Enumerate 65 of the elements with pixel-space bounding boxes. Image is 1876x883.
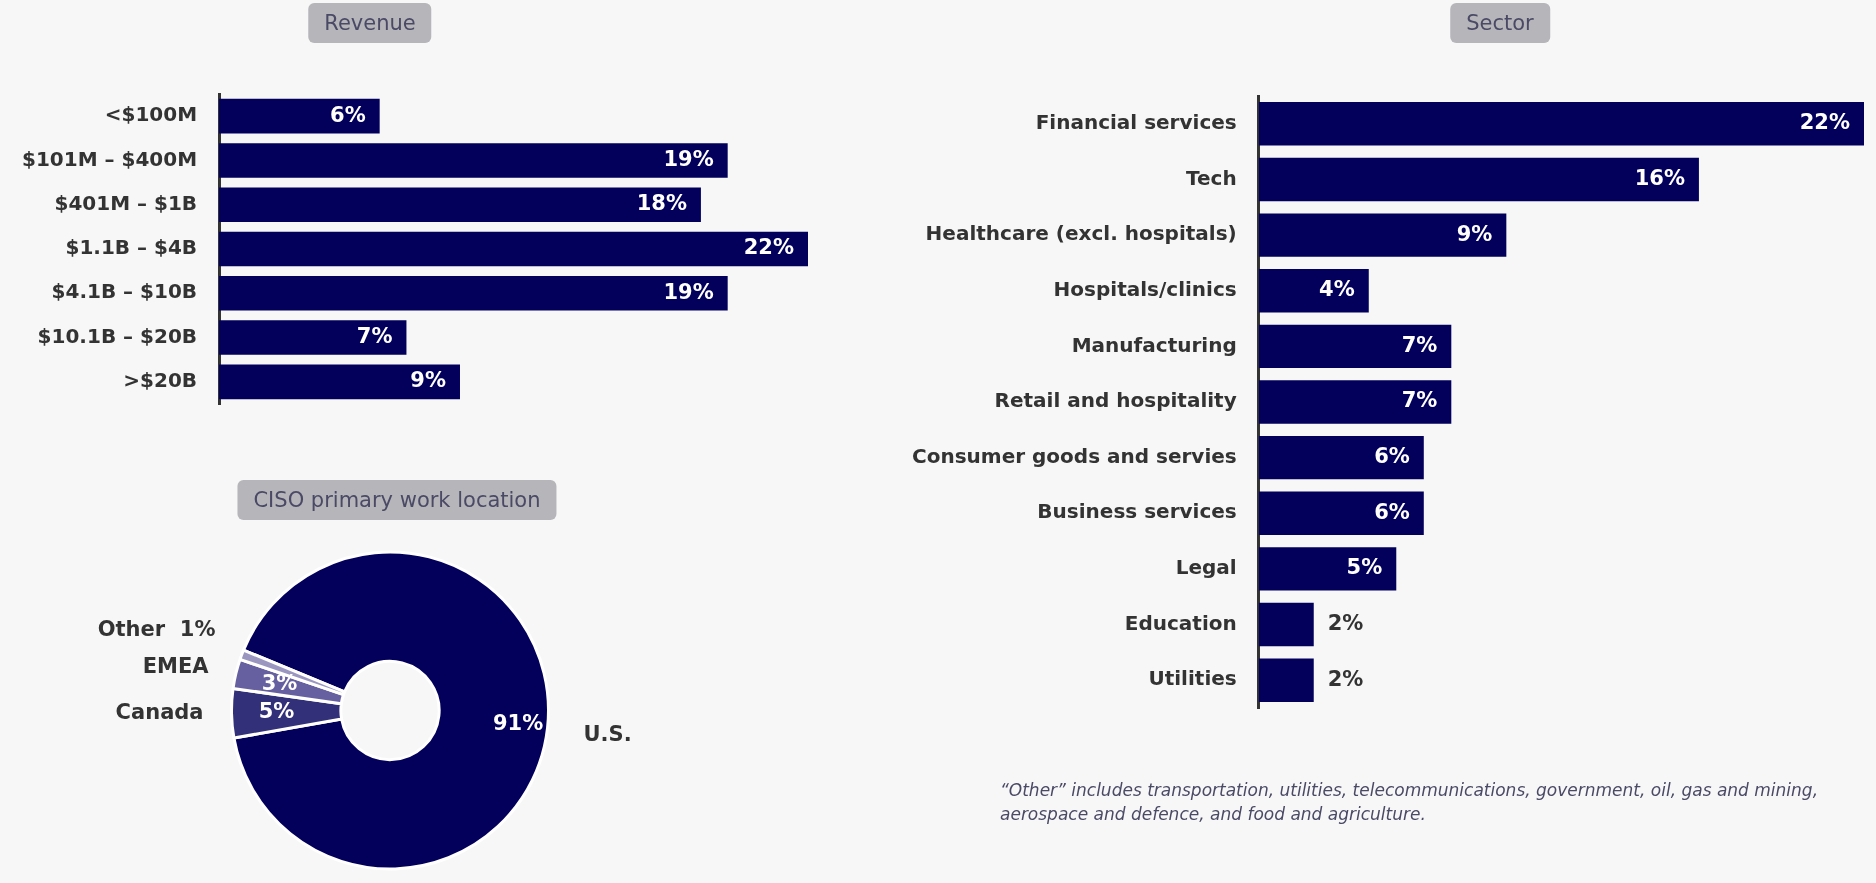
bar xyxy=(1258,658,1314,702)
bar xyxy=(219,187,701,222)
data-label: 9% xyxy=(1456,221,1493,246)
data-label: 19% xyxy=(663,279,714,304)
y-tick-label: Business services xyxy=(1037,499,1237,524)
y-tick-label: Legal xyxy=(1175,555,1237,580)
y-tick-label: <$100M xyxy=(104,102,198,127)
slice-label: U.S. xyxy=(583,721,632,746)
slice-label: Canada xyxy=(115,700,204,725)
y-tick-label: Healthcare (excl. hospitals) xyxy=(925,221,1237,246)
y-tick-label: $101M – $400M xyxy=(22,146,198,171)
bar xyxy=(1258,324,1452,369)
y-tick-label: Financial services xyxy=(1035,110,1237,135)
bar xyxy=(1258,269,1369,313)
slice-label: Other 1% xyxy=(97,617,216,642)
bar xyxy=(1258,157,1699,202)
bar xyxy=(219,98,380,134)
bar xyxy=(219,276,728,311)
text: “Other” includes transportation, utilities, telecommunications, government, oil, gas and mining, aerospace and defence, and food and agriculture. xyxy=(1000,779,1820,826)
data-label: 7% xyxy=(356,324,393,349)
bar xyxy=(1258,213,1507,257)
data-label: 5% xyxy=(1346,555,1383,580)
data-label: 16% xyxy=(1634,165,1685,190)
data-label: 6% xyxy=(330,102,366,127)
data-label: 2% xyxy=(1327,666,1364,691)
data-label: 5% xyxy=(258,698,295,723)
bar xyxy=(1258,491,1424,535)
chart-title: CISO primary work location xyxy=(237,480,557,520)
data-label: 6% xyxy=(1374,499,1410,524)
slice-label: EMEA xyxy=(142,653,210,678)
data-label: 7% xyxy=(1401,332,1438,357)
bar xyxy=(219,231,808,267)
y-tick-label: $401M – $1B xyxy=(54,190,198,215)
y-tick-label: Manufacturing xyxy=(1071,332,1237,357)
bar xyxy=(219,320,407,355)
data-label: 2% xyxy=(1327,611,1364,635)
y-tick-label: Retail and hospitality xyxy=(994,388,1237,413)
data-label: 91% xyxy=(492,710,544,735)
chart-title: Sector xyxy=(1450,3,1550,43)
y-tick-label: Consumer goods and servies xyxy=(912,443,1237,468)
bar xyxy=(1258,602,1314,647)
data-label: 6% xyxy=(1374,444,1410,469)
bar xyxy=(219,143,728,178)
y-tick-label: $1.1B – $4B xyxy=(65,235,198,260)
y-tick-label: Education xyxy=(1124,610,1237,635)
y-tick-label: Utilities xyxy=(1148,666,1237,691)
data-label: 22% xyxy=(1799,110,1850,135)
y-tick-label: $4.1B – $10B xyxy=(51,279,198,304)
bar xyxy=(1258,380,1452,424)
bar xyxy=(1258,547,1397,591)
data-label: 3% xyxy=(261,670,298,695)
y-tick-label: >$20B xyxy=(123,368,198,393)
data-label: 9% xyxy=(410,368,446,393)
data-label: 19% xyxy=(663,146,714,171)
y-tick-label: Hospitals/clinics xyxy=(1053,276,1237,301)
bar xyxy=(1258,102,1864,146)
data-label: 7% xyxy=(1401,388,1438,413)
bar xyxy=(1258,435,1424,480)
data-label: 22% xyxy=(743,235,794,260)
data-label: 18% xyxy=(636,191,687,216)
data-label: 4% xyxy=(1319,277,1355,302)
y-tick-label: Tech xyxy=(1186,165,1237,190)
y-tick-label: $10.1B – $20B xyxy=(37,323,198,348)
chart-title: Revenue xyxy=(308,3,432,43)
bar xyxy=(219,364,460,400)
